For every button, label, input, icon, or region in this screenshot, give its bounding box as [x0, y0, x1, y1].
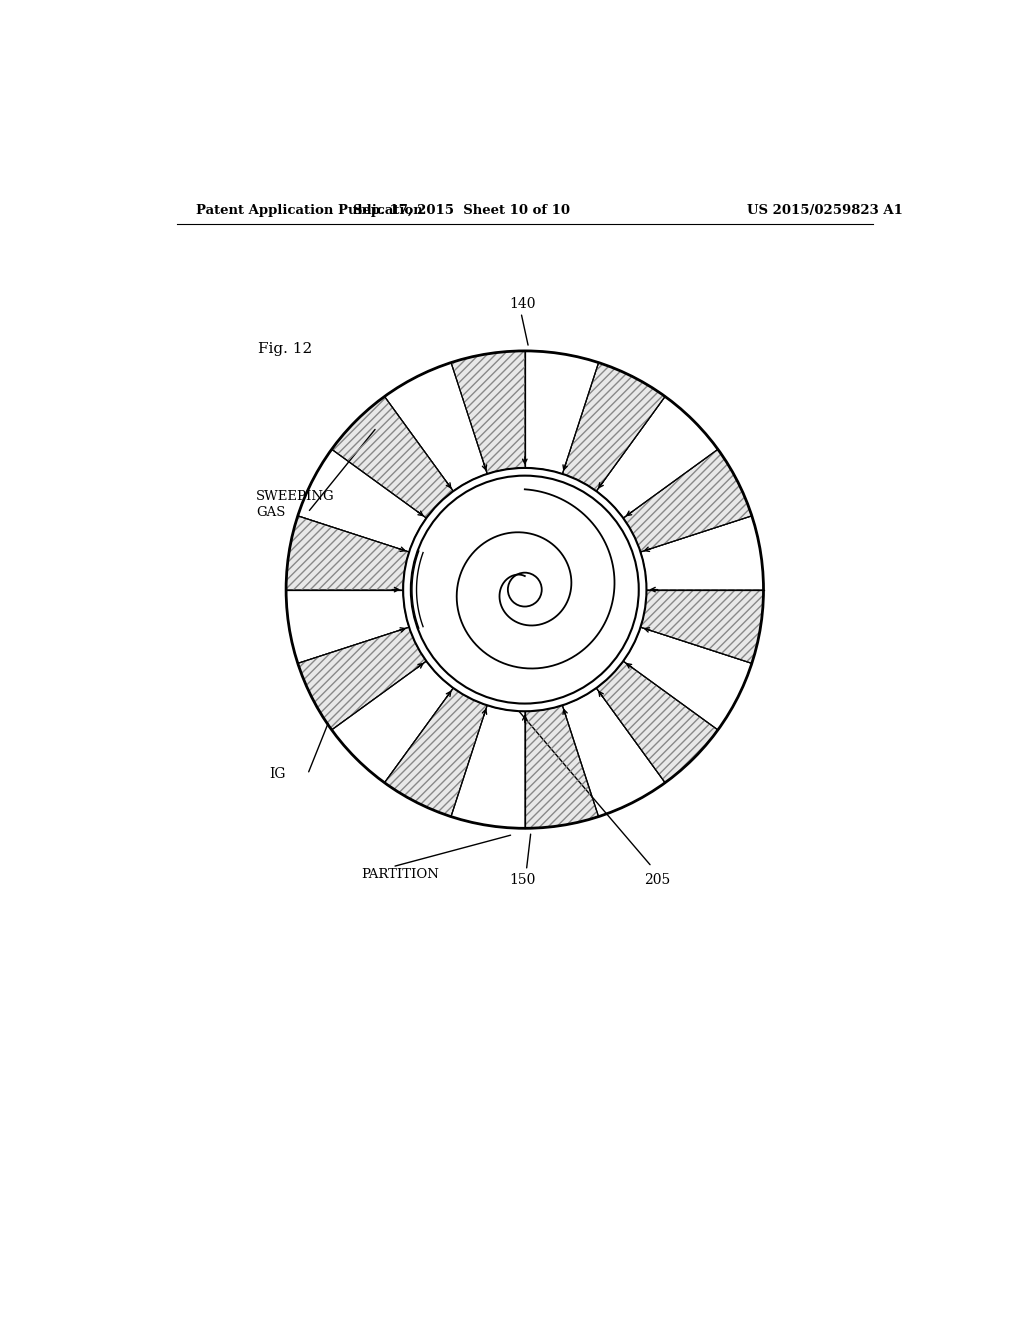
Wedge shape	[286, 590, 410, 664]
Wedge shape	[332, 396, 454, 517]
Wedge shape	[624, 449, 752, 552]
Text: US 2015/0259823 A1: US 2015/0259823 A1	[746, 205, 902, 218]
Text: IG: IG	[269, 767, 286, 781]
Text: PARTITION: PARTITION	[361, 869, 439, 882]
Wedge shape	[298, 449, 426, 552]
Wedge shape	[596, 396, 718, 517]
Wedge shape	[524, 351, 599, 474]
Text: Patent Application Publication: Patent Application Publication	[196, 205, 423, 218]
Text: Sep. 17, 2015  Sheet 10 of 10: Sep. 17, 2015 Sheet 10 of 10	[353, 205, 570, 218]
Wedge shape	[451, 351, 524, 474]
Wedge shape	[624, 627, 752, 730]
Wedge shape	[524, 705, 599, 829]
Wedge shape	[298, 627, 426, 730]
Wedge shape	[562, 363, 666, 491]
Text: 150: 150	[509, 873, 536, 887]
Wedge shape	[451, 705, 524, 829]
Wedge shape	[286, 516, 410, 590]
Wedge shape	[332, 661, 454, 783]
Text: SWEEPING
GAS: SWEEPING GAS	[256, 491, 335, 519]
Wedge shape	[562, 688, 666, 817]
Wedge shape	[640, 590, 764, 664]
Wedge shape	[596, 661, 718, 783]
Circle shape	[403, 469, 646, 711]
Text: 140: 140	[509, 297, 536, 312]
Wedge shape	[384, 363, 487, 491]
Text: Fig. 12: Fig. 12	[258, 342, 312, 355]
Wedge shape	[384, 688, 487, 817]
Wedge shape	[640, 516, 764, 590]
Text: 205: 205	[644, 873, 671, 887]
